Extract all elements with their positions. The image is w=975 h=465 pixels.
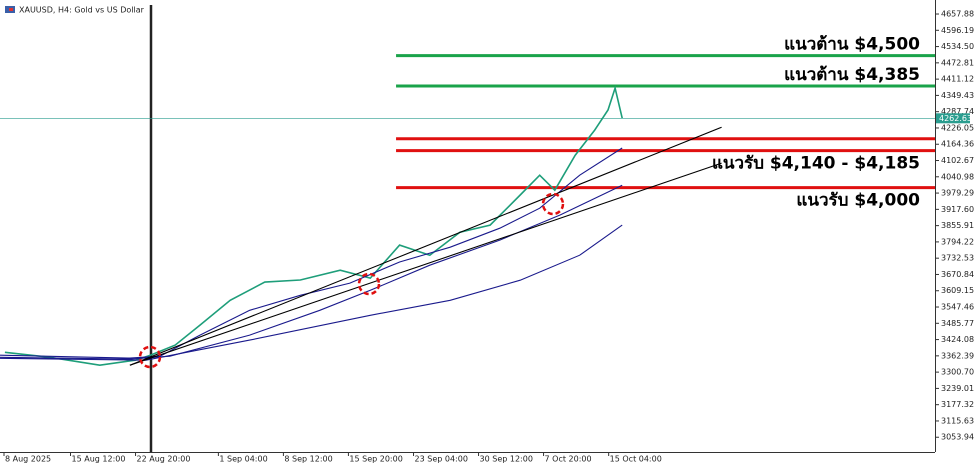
x-tick-label: 22 Aug 20:00 xyxy=(137,455,191,464)
y-tick-label: 3115.63 xyxy=(941,416,974,425)
y-tick-label: 3300.70 xyxy=(941,368,974,377)
y-tick-label: 3547.46 xyxy=(941,303,974,312)
x-tick-label: 7 Oct 20:00 xyxy=(545,455,592,464)
level-label: แนวรับ $4,000 xyxy=(796,191,920,211)
series-line xyxy=(129,126,722,366)
plot xyxy=(0,54,935,367)
x-tick-label: 15 Oct 04:00 xyxy=(610,455,662,464)
y-tick-label: 3362.39 xyxy=(941,351,974,360)
y-tick-label: 4226.05 xyxy=(941,123,974,132)
y-tick-label: 3732.53 xyxy=(941,254,974,263)
x-tick-label: 15 Sep 20:00 xyxy=(349,455,402,464)
level-label: แนวต้าน $4,385 xyxy=(784,65,920,85)
y-tick-label: 4472.81 xyxy=(941,58,974,67)
x-tick-label: 8 Sep 12:00 xyxy=(284,455,332,464)
series-line xyxy=(0,147,623,359)
level-label: แนวรับ $4,140 - $4,185 xyxy=(712,154,920,174)
y-tick-label: 4596.19 xyxy=(941,26,974,35)
y-tick-label: 3239.01 xyxy=(941,384,974,393)
x-tick-label: 30 Sep 12:00 xyxy=(480,455,533,464)
y-tick-label: 3177.32 xyxy=(941,400,974,409)
x-tick-label: 23 Sep 04:00 xyxy=(415,455,468,464)
chart-title: XAUUSD, H4: Gold vs US Dollar xyxy=(19,6,145,15)
y-tick-label: 4534.50 xyxy=(941,42,974,51)
level-label: แนวต้าน $4,500 xyxy=(784,35,920,55)
y-tick-label: 4657.88 xyxy=(941,10,974,19)
series-line xyxy=(129,162,722,366)
y-tick-label: 4287.74 xyxy=(941,107,974,116)
highlight-circle xyxy=(357,272,381,296)
y-tick-label: 3424.08 xyxy=(941,335,974,344)
y-tick-label: 4164.36 xyxy=(941,140,974,149)
x-tick-label: 15 Aug 12:00 xyxy=(72,455,126,464)
y-tick-label: 3609.15 xyxy=(941,286,974,295)
current-price-box xyxy=(936,113,970,124)
y-tick-label: 3794.22 xyxy=(941,237,974,246)
symbol-icon-part xyxy=(9,8,13,11)
x-tick-label: 1 Sep 04:00 xyxy=(219,455,267,464)
y-tick-label: 3855.91 xyxy=(941,221,974,230)
y-tick-label: 3917.60 xyxy=(941,205,974,214)
y-tick-label: 4411.12 xyxy=(941,75,974,84)
y-tick-label: 3670.84 xyxy=(941,270,974,279)
y-tick-label: 3053.94 xyxy=(941,433,974,442)
y-tick-label: 3979.29 xyxy=(941,189,974,198)
highlight-circle xyxy=(138,345,162,369)
x-tick-label: 8 Aug 2025 xyxy=(5,455,51,464)
series-line xyxy=(0,224,623,361)
highlight-circle xyxy=(541,192,565,216)
y-tick-label: 4040.98 xyxy=(941,172,974,181)
y-tick-label: 4102.67 xyxy=(941,156,974,165)
y-tick-label: 4349.43 xyxy=(941,91,974,100)
y-tick-label: 3485.77 xyxy=(941,319,974,328)
current-price-label: 4262.63 xyxy=(939,114,972,123)
series-line xyxy=(4,85,623,367)
